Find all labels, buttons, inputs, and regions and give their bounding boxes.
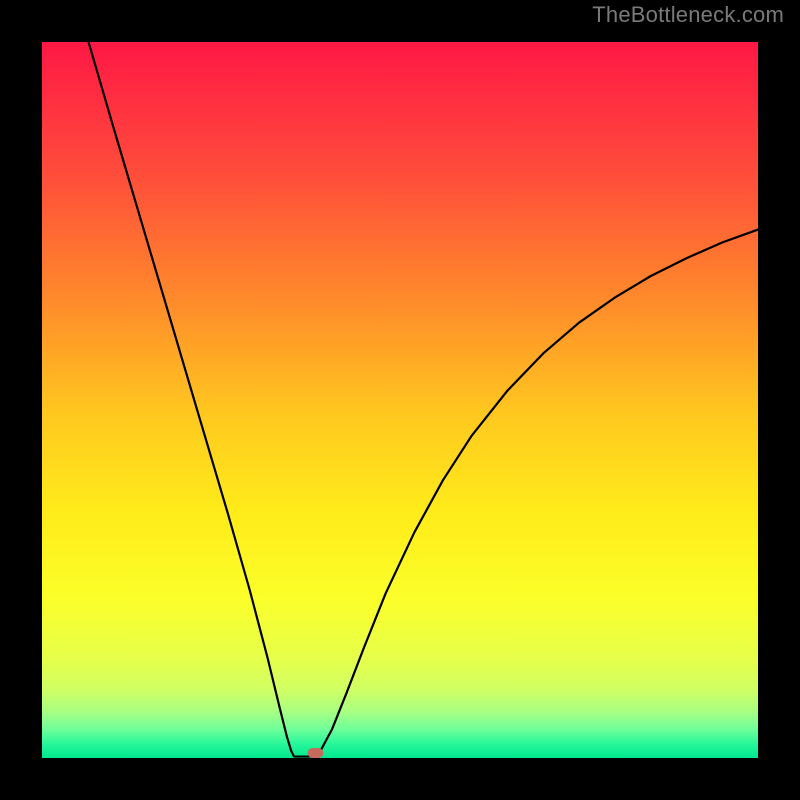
optimum-marker [308,748,324,758]
chart-root: TheBottleneck.com [0,0,800,800]
plot-background [42,42,758,758]
bottleneck-chart [0,0,800,800]
watermark-text: TheBottleneck.com [592,2,784,28]
